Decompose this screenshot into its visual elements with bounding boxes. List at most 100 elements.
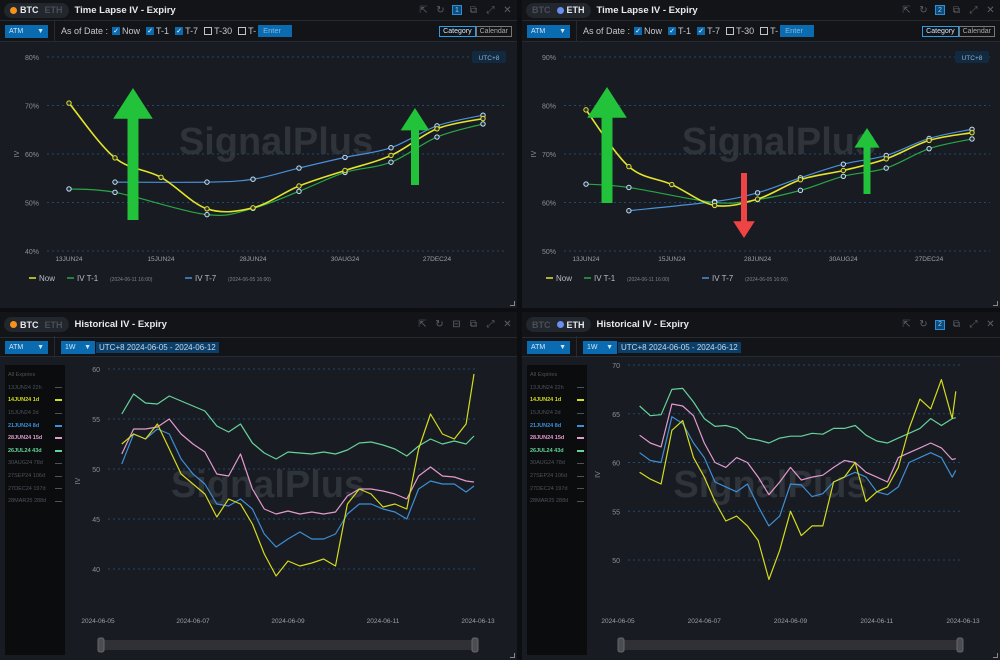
expiry-legend-item[interactable]: 13JUN24 22h [8,382,62,395]
expand-icon[interactable]: ⤢ [969,319,978,330]
data-point[interactable] [342,154,348,161]
layout-badge[interactable]: 1 [452,5,462,15]
range-handle-start[interactable] [97,637,105,653]
expiry-legend-item[interactable]: 15JUN24 2d [8,407,62,420]
expiry-legend-item[interactable]: 14JUN24 1d [530,394,584,407]
resize-handle[interactable] [993,653,998,658]
data-point[interactable] [883,165,889,171]
expiry-legend-item[interactable]: 14JUN24 1d [8,394,62,407]
close-icon[interactable]: ✕ [986,4,995,16]
data-point[interactable] [883,156,889,162]
expiry-legend-item[interactable]: 27DEC24 197d [8,482,62,495]
data-point[interactable] [250,176,256,182]
data-point[interactable] [969,136,975,142]
external-link-icon[interactable]: ⇱ [418,319,427,330]
axis-mode-calendar[interactable]: Calendar [475,26,512,37]
data-point[interactable] [342,167,348,174]
coin-eth[interactable]: ETH [45,5,63,15]
time-range-scrollbar[interactable] [100,640,478,650]
data-point[interactable] [926,137,932,144]
legend-label[interactable]: IV T-1 [594,274,616,283]
strike-select[interactable]: ATM ▼ [527,340,570,354]
data-point[interactable] [926,145,932,152]
data-point[interactable] [969,129,975,136]
data-point[interactable] [480,121,486,127]
checkbox-t30[interactable]: T-30 [726,26,754,36]
expiry-legend-item[interactable]: 21JUN24 8d [530,419,584,432]
data-point[interactable] [250,205,256,211]
checkbox-t7[interactable]: ✓ T-7 [175,26,198,36]
strike-select[interactable]: ATM ▼ [5,24,48,38]
expiry-legend-item[interactable]: 27SEP24 106d [8,470,62,483]
checkbox-t[interactable]: T- [238,26,256,36]
copy-icon[interactable]: ⧉ [469,4,478,16]
legend-label[interactable]: IV T-7 [195,274,217,283]
resize-handle[interactable] [510,301,515,306]
custom-days-input[interactable]: Enter [780,25,815,37]
data-point[interactable] [204,206,210,212]
date-range[interactable]: UTC+8 2024-06-05 - 2024-06-12 [618,341,741,353]
data-point[interactable] [583,181,589,187]
data-point[interactable] [840,173,847,180]
expiry-legend-item[interactable]: 30AUG24 78d [8,457,62,470]
coin-eth[interactable]: ETH [45,320,63,330]
data-point[interactable] [480,115,486,122]
expand-icon[interactable]: ⤢ [969,4,978,16]
layout-badge[interactable]: 2 [935,5,945,15]
checkbox-t1[interactable]: ✓ T-1 [146,26,169,36]
close-icon[interactable]: ✕ [986,319,995,330]
expiry-legend-item[interactable]: 26JUL24 43d [530,445,584,458]
expiry-legend-item[interactable]: 28MAR25 288d [530,495,584,508]
data-point[interactable] [434,134,440,140]
expiry-legend-item[interactable]: All Expiries [530,369,584,382]
data-point[interactable] [626,184,632,191]
legend-label[interactable]: Now [556,274,572,283]
data-point[interactable] [840,161,847,167]
data-point[interactable] [112,155,118,161]
layout-badge[interactable]: 2 [935,319,945,330]
strike-select[interactable]: ATM ▼ [527,24,570,38]
expiry-legend-item[interactable]: 28JUN24 15d [530,432,584,445]
data-point[interactable] [112,179,118,185]
coin-btc[interactable]: BTC [10,320,39,330]
data-point[interactable] [204,211,210,218]
external-link-icon[interactable]: ⇱ [902,4,911,16]
checkbox-t1[interactable]: ✓ T-1 [668,26,691,36]
checkbox-now[interactable]: ✓ Now [112,26,140,36]
expiry-legend-item[interactable]: 28MAR25 288d [8,495,62,508]
expiry-legend-item[interactable]: All Expiries [8,369,62,382]
data-point[interactable] [204,179,210,185]
data-point[interactable] [797,177,804,183]
refresh-icon[interactable]: ↻ [436,4,445,16]
expiry-legend-item[interactable]: 13JUN24 22h [530,382,584,395]
copy-icon[interactable]: ⧉ [952,4,961,16]
expiry-legend-item[interactable]: 21JUN24 8d [8,419,62,432]
data-point[interactable] [797,187,804,194]
strike-select[interactable]: ATM ▼ [5,340,48,354]
data-point[interactable] [296,165,302,171]
expand-icon[interactable]: ⤢ [486,319,495,330]
data-point[interactable] [583,107,589,113]
refresh-icon[interactable]: ↻ [919,4,928,16]
data-point[interactable] [388,144,394,151]
data-point[interactable] [388,152,394,159]
time-range-scrollbar[interactable] [620,640,963,650]
data-point[interactable] [626,163,632,170]
range-handle-end[interactable] [956,637,964,653]
expiry-legend-item[interactable]: 27SEP24 106d [530,470,584,483]
data-point[interactable] [711,202,718,209]
data-point[interactable] [158,174,164,180]
expiry-legend-item[interactable]: 28JUN24 15d [8,432,62,445]
custom-days-input[interactable]: Enter [258,25,293,37]
close-icon[interactable]: ✕ [503,319,512,330]
external-link-icon[interactable]: ⇱ [419,4,428,16]
axis-mode-calendar[interactable]: Calendar [958,26,995,37]
expand-icon[interactable]: ⤢ [486,4,495,16]
data-point[interactable] [296,183,302,189]
axis-mode-category[interactable]: Category [922,26,959,37]
expiry-legend-item[interactable]: 26JUL24 43d [8,445,62,458]
expiry-legend-item[interactable]: 30AUG24 78d [530,457,584,470]
date-range[interactable]: UTC+8 2024-06-05 - 2024-06-12 [96,341,219,353]
data-point[interactable] [434,126,440,132]
resize-handle[interactable] [510,653,515,658]
